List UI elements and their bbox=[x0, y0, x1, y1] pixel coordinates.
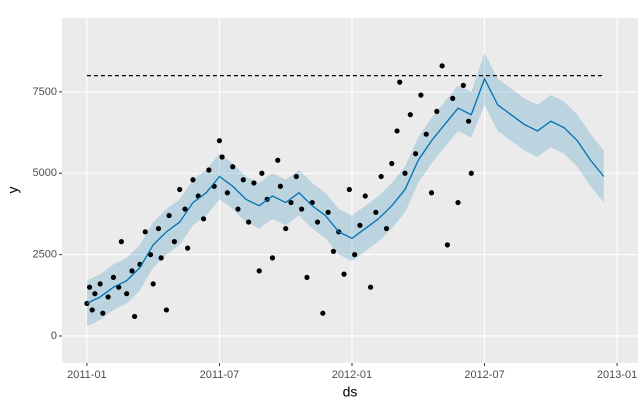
data-point bbox=[314, 219, 321, 225]
x-tick-label: 2012-07 bbox=[464, 369, 504, 381]
data-point bbox=[352, 252, 358, 258]
data-point bbox=[200, 216, 207, 222]
data-point bbox=[163, 307, 170, 313]
data-point bbox=[299, 206, 305, 212]
data-point bbox=[251, 180, 257, 186]
y-tick-label: 2500 bbox=[33, 249, 57, 261]
data-point bbox=[185, 245, 191, 251]
data-point bbox=[460, 82, 466, 88]
data-point bbox=[444, 242, 451, 248]
data-point bbox=[378, 173, 384, 180]
data-point bbox=[418, 92, 424, 98]
data-point bbox=[325, 209, 331, 215]
data-point bbox=[132, 313, 138, 320]
data-point bbox=[224, 190, 231, 196]
data-point bbox=[383, 225, 390, 232]
data-point bbox=[466, 118, 472, 124]
data-point bbox=[147, 252, 154, 258]
data-point bbox=[100, 310, 106, 316]
data-point bbox=[190, 177, 196, 183]
data-point bbox=[397, 79, 403, 85]
data-point bbox=[219, 154, 225, 160]
data-point bbox=[428, 190, 435, 196]
data-point bbox=[235, 206, 241, 212]
data-point bbox=[142, 229, 148, 235]
y-tick-label: 5000 bbox=[33, 167, 57, 179]
data-point bbox=[246, 219, 252, 225]
data-point bbox=[171, 238, 177, 245]
data-point bbox=[394, 128, 400, 134]
uncertainty-band bbox=[86, 52, 604, 327]
data-point bbox=[389, 160, 395, 167]
data-point bbox=[283, 225, 289, 232]
data-point bbox=[304, 274, 310, 281]
data-point bbox=[177, 186, 183, 193]
data-point bbox=[275, 157, 281, 163]
y-tick-label: 0 bbox=[51, 330, 57, 342]
data-point bbox=[277, 183, 284, 189]
data-point bbox=[89, 307, 95, 313]
data-point bbox=[259, 170, 265, 176]
data-point bbox=[413, 151, 419, 157]
data-point bbox=[346, 186, 352, 193]
data-point bbox=[434, 108, 440, 115]
data-point bbox=[468, 170, 474, 176]
data-point bbox=[357, 222, 363, 228]
data-point bbox=[439, 63, 445, 69]
x-axis-label: ds bbox=[343, 384, 358, 400]
data-point bbox=[407, 112, 413, 118]
x-tick-label: 2011-01 bbox=[67, 369, 107, 381]
data-point bbox=[97, 281, 103, 287]
data-point bbox=[330, 248, 337, 254]
x-tick-label: 2013-01 bbox=[597, 369, 637, 381]
data-point bbox=[240, 177, 246, 183]
data-point bbox=[129, 268, 135, 274]
x-tick-label: 2011-07 bbox=[200, 369, 240, 381]
data-point bbox=[150, 281, 156, 287]
data-point bbox=[288, 199, 294, 206]
data-point bbox=[158, 255, 164, 261]
data-point bbox=[320, 310, 326, 316]
y-axis-label: y bbox=[5, 187, 21, 194]
data-point bbox=[118, 238, 124, 245]
x-tick-label: 2012-01 bbox=[332, 369, 372, 381]
data-point bbox=[110, 274, 117, 281]
data-point bbox=[293, 173, 299, 180]
data-point bbox=[367, 284, 374, 290]
data-point bbox=[362, 193, 368, 199]
data-point bbox=[423, 131, 429, 137]
data-point bbox=[455, 199, 461, 206]
data-point bbox=[230, 164, 236, 170]
data-point bbox=[269, 255, 276, 261]
data-point bbox=[216, 138, 223, 144]
data-point bbox=[256, 268, 262, 274]
data-point bbox=[182, 206, 188, 212]
data-point bbox=[166, 212, 172, 219]
data-point bbox=[341, 271, 347, 277]
data-point bbox=[105, 294, 111, 300]
data-point bbox=[155, 225, 162, 232]
data-point bbox=[124, 291, 130, 297]
data-point bbox=[92, 291, 98, 297]
forecast-line bbox=[86, 77, 605, 305]
y-tick-label: 7500 bbox=[33, 86, 57, 98]
data-point bbox=[373, 209, 379, 215]
data-point bbox=[402, 170, 408, 176]
data-point bbox=[450, 95, 456, 101]
data-point bbox=[86, 284, 93, 290]
data-point bbox=[206, 167, 212, 173]
